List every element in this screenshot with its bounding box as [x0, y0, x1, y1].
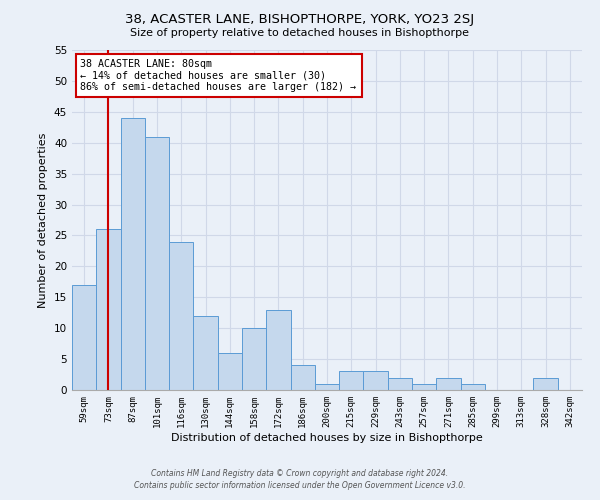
Text: 38, ACASTER LANE, BISHOPTHORPE, YORK, YO23 2SJ: 38, ACASTER LANE, BISHOPTHORPE, YORK, YO… [125, 12, 475, 26]
Bar [436, 378, 461, 390]
Bar [169, 242, 193, 390]
Bar [218, 353, 242, 390]
Bar [388, 378, 412, 390]
X-axis label: Distribution of detached houses by size in Bishopthorpe: Distribution of detached houses by size … [171, 432, 483, 442]
Bar [121, 118, 145, 390]
Bar [266, 310, 290, 390]
Bar [461, 384, 485, 390]
Text: Size of property relative to detached houses in Bishopthorpe: Size of property relative to detached ho… [131, 28, 470, 38]
Bar [145, 136, 169, 390]
Text: 38 ACASTER LANE: 80sqm
← 14% of detached houses are smaller (30)
86% of semi-det: 38 ACASTER LANE: 80sqm ← 14% of detached… [80, 60, 356, 92]
Bar [315, 384, 339, 390]
Bar [364, 372, 388, 390]
Bar [72, 285, 96, 390]
Y-axis label: Number of detached properties: Number of detached properties [38, 132, 49, 308]
Bar [290, 366, 315, 390]
Bar [533, 378, 558, 390]
Bar [193, 316, 218, 390]
Bar [96, 230, 121, 390]
Bar [242, 328, 266, 390]
Bar [412, 384, 436, 390]
Bar [339, 372, 364, 390]
Text: Contains HM Land Registry data © Crown copyright and database right 2024.
Contai: Contains HM Land Registry data © Crown c… [134, 468, 466, 490]
